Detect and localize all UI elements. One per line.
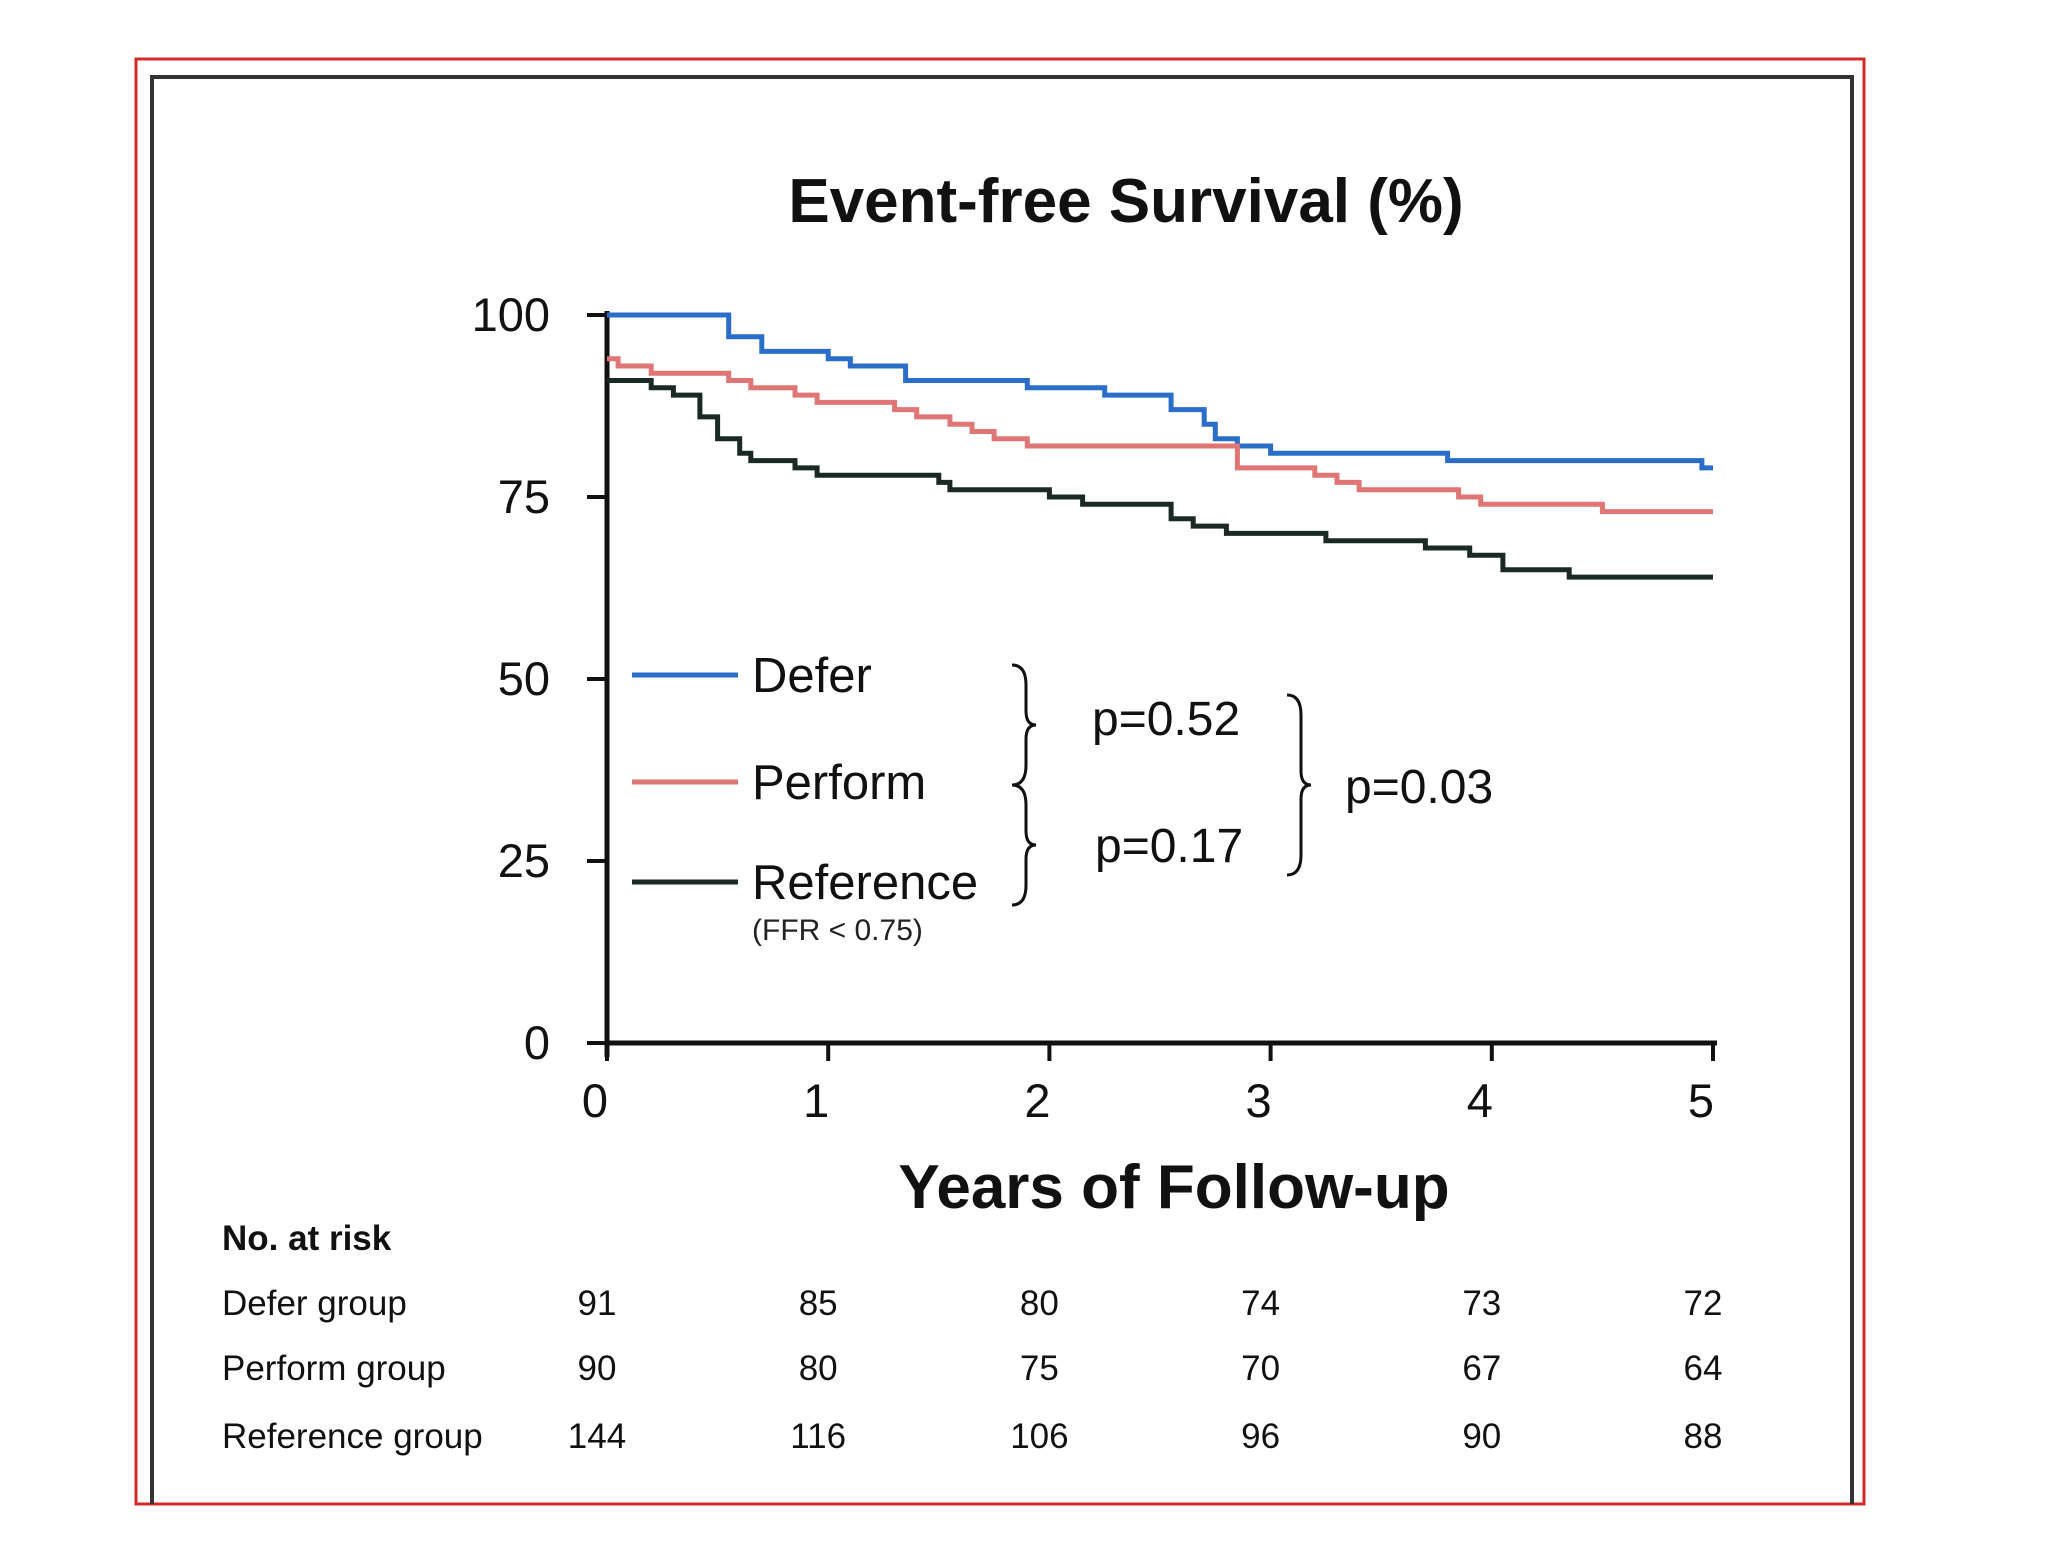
legend-label-reference: Reference — [752, 856, 978, 910]
risk-cell: 116 — [790, 1417, 846, 1456]
risk-cell: 64 — [1684, 1349, 1723, 1388]
chart-title: Event-free Survival (%) — [788, 167, 1463, 236]
risk-row-label: Defer group — [222, 1284, 407, 1323]
risk-cell: 85 — [799, 1284, 838, 1323]
y-tick-label: 50 — [498, 652, 550, 705]
y-tick-label: 25 — [498, 834, 550, 887]
risk-cell: 73 — [1462, 1284, 1501, 1323]
risk-cell: 88 — [1684, 1417, 1723, 1456]
risk-cell: 144 — [568, 1417, 626, 1456]
risk-cell: 91 — [578, 1284, 617, 1323]
series-layer — [607, 312, 1713, 580]
x-axis-label: Years of Follow-up — [898, 1153, 1449, 1222]
x-tick-label: 5 — [1688, 1074, 1714, 1127]
risk-cell: 80 — [799, 1349, 838, 1388]
risk-cell: 80 — [1020, 1284, 1059, 1323]
p-value-defer-perform: p=0.52 — [1092, 693, 1240, 746]
bracket-perform-reference — [1011, 783, 1037, 907]
risk-row-label: Perform group — [222, 1349, 446, 1388]
x-tick-label: 0 — [582, 1074, 608, 1127]
outer-frame — [134, 57, 1866, 1506]
risk-cell: 72 — [1684, 1284, 1723, 1323]
bracket-defer-reference — [1286, 693, 1312, 877]
p-value-defer-reference: p=0.03 — [1345, 761, 1493, 814]
y-tick-label: 75 — [498, 470, 550, 523]
series-line-defer — [607, 312, 1713, 471]
x-tick-label: 3 — [1246, 1074, 1272, 1127]
legend-sublabel: (FFR < 0.75) — [752, 914, 923, 947]
risk-cell: 96 — [1241, 1417, 1280, 1456]
risk-table-header: No. at risk — [222, 1219, 392, 1258]
risk-cell: 106 — [1010, 1417, 1068, 1456]
risk-row-label: Reference group — [222, 1417, 483, 1456]
x-tick-label: 2 — [1024, 1074, 1050, 1127]
risk-table: No. at risk Defer group 91 85 80 74 73 72 Perfor… — [222, 1219, 1722, 1456]
legend-label-defer: Defer — [752, 649, 872, 703]
y-tick-label: 100 — [472, 288, 550, 341]
series-line-reference — [607, 378, 1713, 580]
p-value-perform-reference: p=0.17 — [1095, 820, 1243, 873]
risk-cell: 75 — [1020, 1349, 1059, 1388]
risk-cell: 90 — [1462, 1417, 1501, 1456]
risk-cell: 67 — [1462, 1349, 1501, 1388]
legend-label-perform: Perform — [752, 756, 926, 810]
risk-cell: 74 — [1241, 1284, 1280, 1323]
x-tick-label: 1 — [803, 1074, 829, 1127]
risk-cell: 90 — [578, 1349, 617, 1388]
y-tick-label: 0 — [524, 1016, 550, 1069]
legend: Defer Perform Reference (FFR < 0.75) — [632, 649, 978, 947]
x-tick-label: 4 — [1467, 1074, 1493, 1127]
inner-frame — [150, 75, 1854, 1504]
p-value-annotations: p=0.52 p=0.17 p=0.03 — [1011, 663, 1493, 907]
axes: 0 25 50 75 100 0 1 2 3 4 5 — [472, 288, 1717, 1127]
series-line-perform — [607, 356, 1713, 515]
bracket-defer-perform — [1011, 663, 1037, 787]
risk-cell: 70 — [1241, 1349, 1280, 1388]
